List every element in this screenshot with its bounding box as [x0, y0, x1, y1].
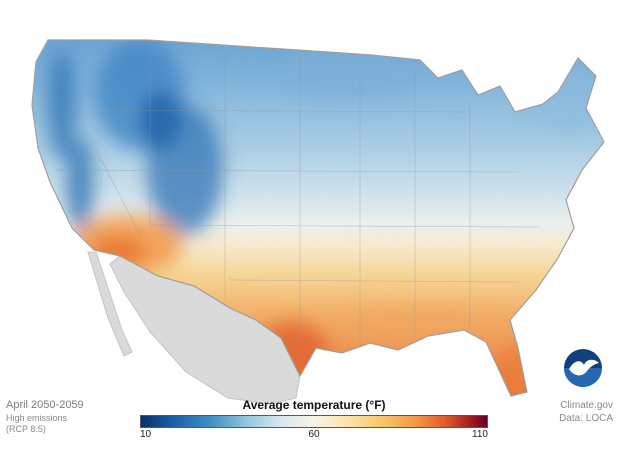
tick-min: 10 — [140, 429, 152, 440]
colorbar — [140, 415, 488, 428]
source-site-label: Climate.gov — [560, 400, 613, 411]
colorbar-ticks: 10 60 110 — [140, 429, 488, 442]
temperature-legend: Average temperature (°F) 10 60 110 — [140, 398, 488, 442]
source-info: Climate.gov Data: LOCA — [559, 399, 613, 425]
tick-mid: 60 — [308, 429, 320, 440]
period-label: April 2050-2059 — [6, 399, 84, 411]
temperature-raster — [32, 40, 604, 396]
scenario-label: High emissions — [6, 412, 68, 423]
us-outline — [31, 39, 605, 397]
noaa-logo-icon — [564, 349, 602, 387]
scenario-rcp-label: (RCP 8.5) — [6, 424, 46, 434]
state-borders — [54, 45, 541, 350]
tick-max: 110 — [472, 429, 488, 440]
legend-title: Average temperature (°F) — [242, 398, 386, 412]
scenario-info: April 2050-2059 High emissions (RCP 8.5) — [6, 399, 84, 435]
source-data-label: Data: LOCA — [559, 413, 613, 424]
